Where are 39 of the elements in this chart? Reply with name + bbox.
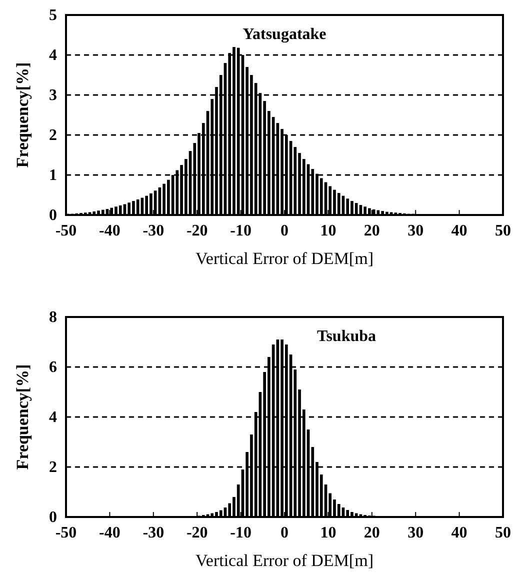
y-tick-label: 2 [49, 459, 57, 476]
x-tick-label: -20 [186, 524, 208, 542]
x-tick-label: 30 [408, 524, 424, 542]
y-tick-label: 6 [49, 359, 57, 376]
x-tick-label: 10 [320, 222, 336, 240]
x-axis-title: Vertical Error of DEM[m] [196, 249, 374, 268]
x-tick-label: -20 [186, 222, 208, 240]
x-tick-label: -50 [55, 524, 77, 542]
x-tick-label: 40 [451, 524, 468, 542]
x-tick-label: 40 [451, 222, 468, 240]
x-axis-title: Vertical Error of DEM[m] [196, 551, 374, 570]
x-tick-label: 50 [495, 222, 511, 240]
y-axis-title: Frequency[%] [13, 364, 32, 470]
x-tick-label: 30 [408, 222, 424, 240]
x-tick-label: -40 [99, 222, 120, 240]
y-axis-title: Frequency[%] [13, 62, 32, 168]
x-tick-label: 10 [320, 524, 336, 542]
x-tick-label: 20 [364, 524, 380, 542]
x-tick-label: 0 [280, 524, 288, 542]
y-tick-label: 0 [49, 207, 57, 224]
y-tick-label: 1 [49, 167, 57, 184]
text: Tsukuba [316, 328, 376, 345]
y-tick-label: 8 [49, 309, 57, 326]
x-tick-label: -10 [230, 524, 252, 542]
text: Yatsugatake [242, 26, 326, 43]
x-tick-label: -40 [99, 524, 120, 542]
y-tick-label: 0 [49, 509, 57, 526]
y-tick-label: 3 [49, 87, 57, 104]
y-tick-label: 2 [49, 127, 57, 144]
x-tick-label: -30 [142, 222, 164, 240]
x-tick-label: -10 [230, 222, 252, 240]
x-tick-label: 0 [280, 222, 288, 240]
y-tick-label: 5 [49, 7, 57, 24]
x-tick-label: -50 [55, 222, 77, 240]
x-tick-label: 20 [364, 222, 380, 240]
x-tick-label: -30 [142, 524, 164, 542]
y-tick-label: 4 [49, 47, 57, 64]
x-tick-label: 50 [495, 524, 511, 542]
y-tick-label: 4 [49, 409, 57, 426]
